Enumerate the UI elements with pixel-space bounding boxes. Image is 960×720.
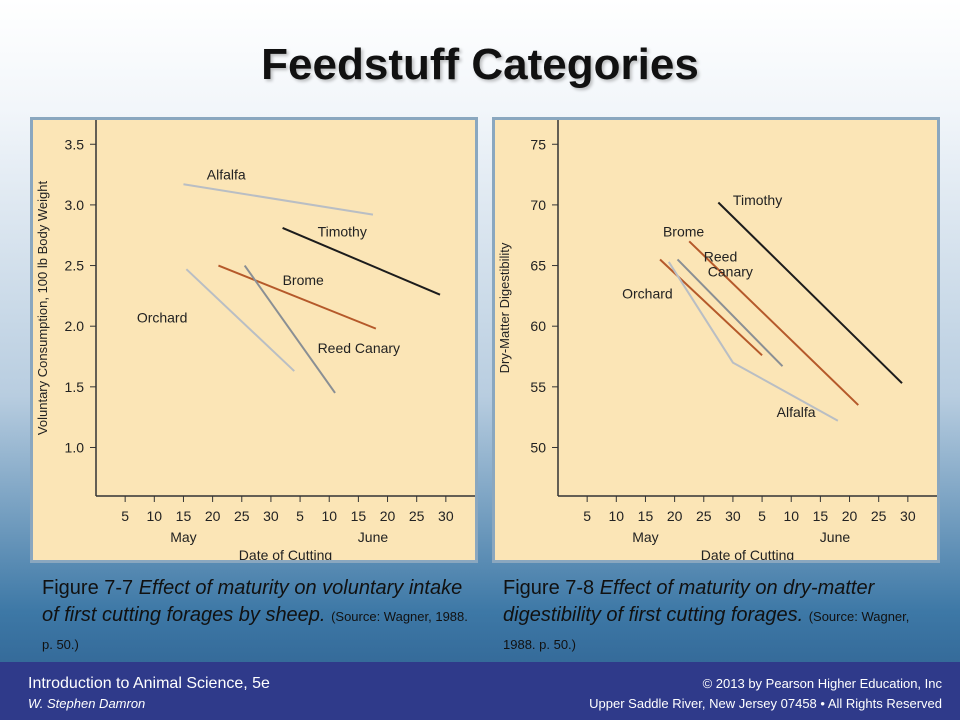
footer-book-title: Introduction to Animal Science, 5e [28, 675, 270, 692]
series-line-orchard [667, 261, 839, 422]
series-label-timothy: Timothy [733, 192, 782, 208]
x-tick-label: 20 [380, 508, 396, 524]
x-tick-label: 5 [121, 508, 129, 524]
series-label-timothy: Timothy [318, 223, 367, 239]
caption-source: (Source: Wagner, 1988. p. 50.) [503, 609, 910, 652]
figure-caption-7-7: Figure 7-7 Effect of maturity on volunta… [42, 575, 482, 658]
series-label-line: Reed [704, 249, 737, 265]
footer-author: W. Stephen Damron [28, 696, 146, 711]
x-tick-label: 15 [351, 508, 367, 524]
x-tick-label: 25 [234, 508, 250, 524]
digestibility-chart: 50 55 60 65 70 75 5 10 15 20 25 30 5 10 15 20 25 30 May Jun… [495, 120, 937, 560]
y-tick-label: 70 [530, 197, 546, 213]
figure-caption-7-8: Figure 7-8 Effect of maturity on dry-mat… [503, 575, 943, 658]
x-month-label: June [358, 529, 389, 545]
x-tick-label: 30 [263, 508, 279, 524]
y-axis-title: Voluntary Consumption, 100 lb Body Weigh… [35, 181, 50, 436]
series-label-brome: Brome [283, 272, 324, 288]
x-tick-label: 10 [321, 508, 337, 524]
y-tick-label: 3.5 [65, 136, 85, 152]
y-tick-label: 60 [530, 318, 546, 334]
chart-panel-intake: 1.0 1.5 2.0 2.5 3.0 3.5 5 10 15 20 25 30 5 10 15 20 25 30… [30, 117, 478, 563]
series-label-alfalfa: Alfalfa [777, 404, 816, 420]
x-tick-label: 10 [609, 508, 625, 524]
y-tick-label: 2.5 [65, 258, 85, 274]
y-tick-label: 3.0 [65, 197, 85, 213]
y-tick-label: 2.0 [65, 318, 85, 334]
x-tick-label: 25 [696, 508, 712, 524]
x-tick-label: 15 [638, 508, 654, 524]
series-label-orchard: Orchard [622, 285, 673, 301]
series-label-line: Canary [708, 264, 753, 280]
x-month-label: May [170, 529, 196, 545]
series-label-brome: Brome [663, 223, 704, 239]
chart-background [495, 120, 937, 560]
series-line-reed-canary [688, 240, 859, 406]
series-line-orchard [185, 268, 295, 372]
x-month-label: June [820, 529, 851, 545]
x-tick-label: 20 [842, 508, 858, 524]
footer-bar: Introduction to Animal Science, 5e W. St… [0, 662, 960, 720]
caption-text: Effect of maturity on voluntary intake o… [42, 577, 463, 626]
x-axis-title: Date of Cutting [239, 547, 332, 560]
x-tick-label: 10 [147, 508, 163, 524]
y-axis-title: Dry-Matter Digestibility [497, 242, 512, 373]
y-tick-label: 50 [530, 439, 546, 455]
series-label-reed-canary: Reed Canary [318, 340, 401, 356]
series-line-timothy [282, 227, 441, 296]
x-tick-label: 15 [176, 508, 192, 524]
series-line-timothy [717, 201, 903, 384]
y-tick-label: 65 [530, 258, 546, 274]
series-label-alfalfa: Alfalfa [207, 166, 246, 182]
x-tick-label: 30 [900, 508, 916, 524]
series-label-orchard: Orchard [137, 310, 188, 326]
y-tick-label: 1.5 [65, 379, 85, 395]
slide-title: Feedstuff Categories [261, 40, 699, 89]
x-tick-label: 25 [871, 508, 887, 524]
x-tick-label: 30 [438, 508, 454, 524]
x-tick-label: 20 [205, 508, 221, 524]
caption-figure-number: Figure 7-7 [42, 577, 134, 599]
y-tick-label: 55 [530, 379, 546, 395]
y-tick-label: 1.0 [65, 439, 85, 455]
series-line-alfalfa [183, 183, 374, 216]
x-tick-label: 5 [296, 508, 304, 524]
y-tick-label: 75 [530, 136, 546, 152]
series-label-reed-canary: Reed Canary [704, 249, 753, 280]
caption-source: (Source: Wagner, 1988. p. 50.) [42, 609, 468, 652]
caption-figure-number: Figure 7-8 [503, 577, 595, 599]
x-tick-label: 30 [725, 508, 741, 524]
chart-background [33, 120, 475, 560]
x-tick-label: 5 [758, 508, 766, 524]
series-line-unlabeled [676, 258, 784, 367]
caption-text: Effect of maturity on dry-matter digesti… [503, 577, 875, 626]
x-tick-label: 10 [783, 508, 799, 524]
series-line-reed-canary [243, 264, 336, 394]
intake-chart: 1.0 1.5 2.0 2.5 3.0 3.5 5 10 15 20 25 30 5 10 15 20 25 30… [33, 120, 475, 560]
chart-panel-digestibility: 50 55 60 65 70 75 5 10 15 20 25 30 5 10 15 20 25 30 May Jun… [492, 117, 940, 563]
x-axis-title: Date of Cutting [701, 547, 794, 560]
series-line-brome [218, 264, 377, 330]
x-month-label: May [632, 529, 658, 545]
x-tick-label: 20 [667, 508, 683, 524]
x-tick-label: 5 [583, 508, 591, 524]
footer-copyright: © 2013 by Pearson Higher Education, Inc [702, 676, 942, 691]
x-tick-label: 15 [813, 508, 829, 524]
footer-address: Upper Saddle River, New Jersey 07458 • A… [589, 696, 942, 711]
x-tick-label: 25 [409, 508, 425, 524]
